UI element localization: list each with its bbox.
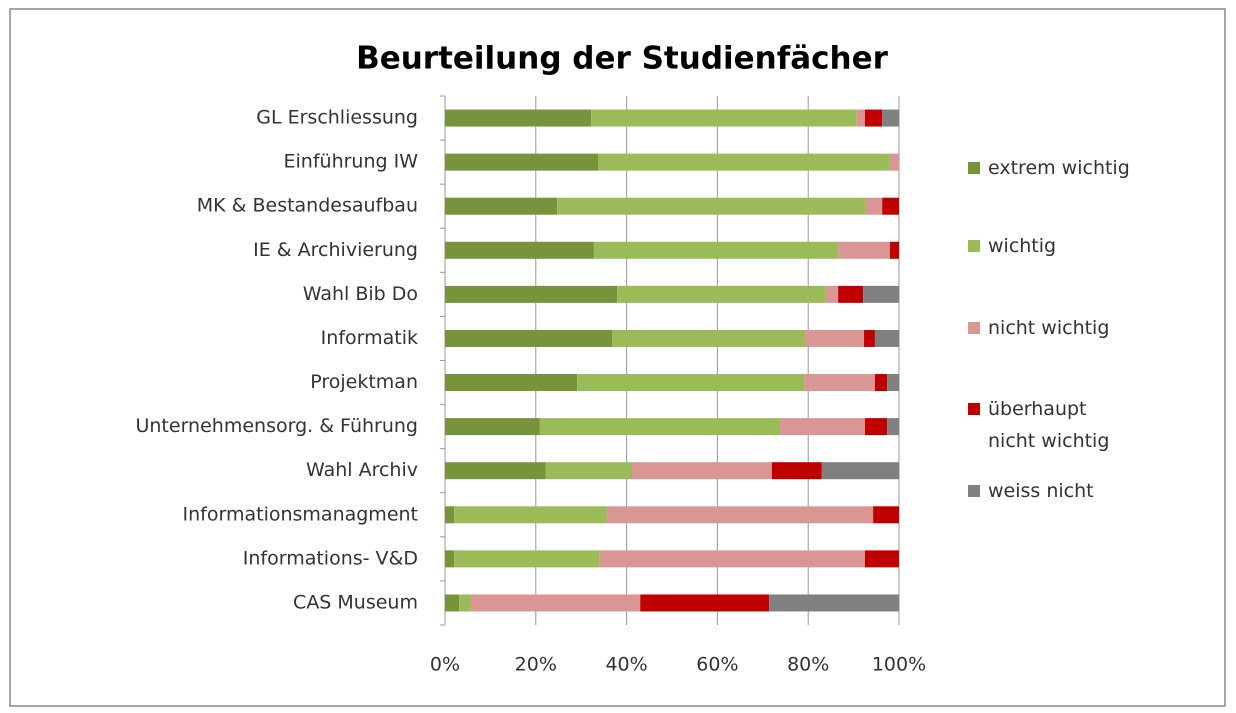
y-tick-label: Wahl Archiv xyxy=(306,459,418,481)
bar-segment xyxy=(889,241,899,259)
bar-segment xyxy=(887,374,899,392)
bar-segment xyxy=(445,594,460,612)
y-tick-label: MK & Bestandesaufbau xyxy=(197,195,418,217)
bar-segment xyxy=(780,418,865,436)
legend-swatch xyxy=(968,162,980,174)
bar-segment xyxy=(445,329,613,347)
bar-segment xyxy=(454,506,608,524)
x-tick-label: 40% xyxy=(605,654,647,676)
y-tick-label: GL Erschliessung xyxy=(256,107,418,129)
bar-segment xyxy=(607,506,874,524)
y-tick-label: Informations- V&D xyxy=(243,547,418,569)
bar-segment xyxy=(445,462,546,480)
legend-item: weiss nicht xyxy=(968,475,1178,507)
chart-title: Beurteilung der Studienfächer xyxy=(356,41,889,77)
y-tick-label: CAS Museum xyxy=(293,591,418,613)
bar-segment xyxy=(856,109,865,127)
legend-item: extrem wichtig xyxy=(968,152,1178,184)
legend-item: wichtig xyxy=(968,230,1178,262)
legend-swatch xyxy=(968,240,980,252)
y-tick-label: Informationsmanagment xyxy=(183,503,418,525)
bar-segment xyxy=(838,241,890,259)
bar-segment xyxy=(865,197,883,215)
bar-segment xyxy=(864,418,888,436)
legend-label: weiss nicht xyxy=(988,480,1094,502)
legend-label: nicht wichtig xyxy=(988,317,1110,339)
bar-segment xyxy=(889,153,899,171)
y-tick-label: Einführung IW xyxy=(284,151,419,173)
bar-segment xyxy=(593,241,839,259)
bar-segment xyxy=(864,329,875,347)
bar-segment xyxy=(864,550,899,568)
bar-segment xyxy=(445,418,540,436)
x-tick-label: 0% xyxy=(430,654,460,676)
legend-swatch xyxy=(968,403,980,415)
bar-segment xyxy=(617,285,826,303)
bar-segment xyxy=(445,109,592,127)
x-tick-label: 80% xyxy=(787,654,829,676)
bar-segment xyxy=(771,462,822,480)
bar-segment xyxy=(838,285,864,303)
y-tick-label: Unternehmensorg. & Führung xyxy=(135,415,418,437)
legend-item: nicht wichtig xyxy=(968,312,1178,344)
y-tick-label: IE & Archivierung xyxy=(253,239,418,261)
bar-segment xyxy=(874,329,899,347)
bar-segment xyxy=(470,594,641,612)
bar-segment xyxy=(445,374,578,392)
bar-segment xyxy=(545,462,633,480)
bar-segment xyxy=(874,374,888,392)
bar-segment xyxy=(445,197,558,215)
bar-segment xyxy=(539,418,781,436)
x-tick-label: 60% xyxy=(696,654,738,676)
bar-segment xyxy=(454,550,600,568)
bar-segment xyxy=(882,197,899,215)
bar-segment xyxy=(863,285,899,303)
bar-segment xyxy=(459,594,471,612)
legend-swatch xyxy=(968,485,980,497)
y-tick-label: Informatik xyxy=(321,327,418,349)
bar-segment xyxy=(804,374,875,392)
y-tick-label: Wahl Bib Do xyxy=(303,283,418,305)
bar-segment xyxy=(821,462,899,480)
bar-segment xyxy=(769,594,899,612)
bar-segment xyxy=(825,285,839,303)
bar-segment xyxy=(577,374,805,392)
bar-segment xyxy=(591,109,857,127)
bar-segment xyxy=(597,153,890,171)
x-tick-label: 20% xyxy=(515,654,557,676)
bar-segment xyxy=(445,506,455,524)
bar-segment xyxy=(445,550,455,568)
bar-segment xyxy=(445,153,598,171)
legend-item: überhaupt nicht wichtig xyxy=(968,393,1178,457)
bar-segment xyxy=(557,197,866,215)
bar-segment xyxy=(612,329,806,347)
y-tick-label: Projektman xyxy=(310,371,418,393)
bar-segment xyxy=(882,109,899,127)
bar-segment xyxy=(445,285,618,303)
legend-label: überhaupt nicht wichtig xyxy=(988,398,1110,452)
x-tick-label: 100% xyxy=(872,654,926,676)
bar-segment xyxy=(640,594,770,612)
bar-segment xyxy=(864,109,883,127)
bar-segment xyxy=(887,418,899,436)
bar-segment xyxy=(805,329,865,347)
bar-segment xyxy=(445,241,594,259)
legend-swatch xyxy=(968,322,980,334)
legend-label: extrem wichtig xyxy=(988,157,1130,179)
bar-segment xyxy=(632,462,772,480)
bar-segment xyxy=(873,506,899,524)
bar-segment xyxy=(599,550,865,568)
legend-label: wichtig xyxy=(988,235,1057,257)
